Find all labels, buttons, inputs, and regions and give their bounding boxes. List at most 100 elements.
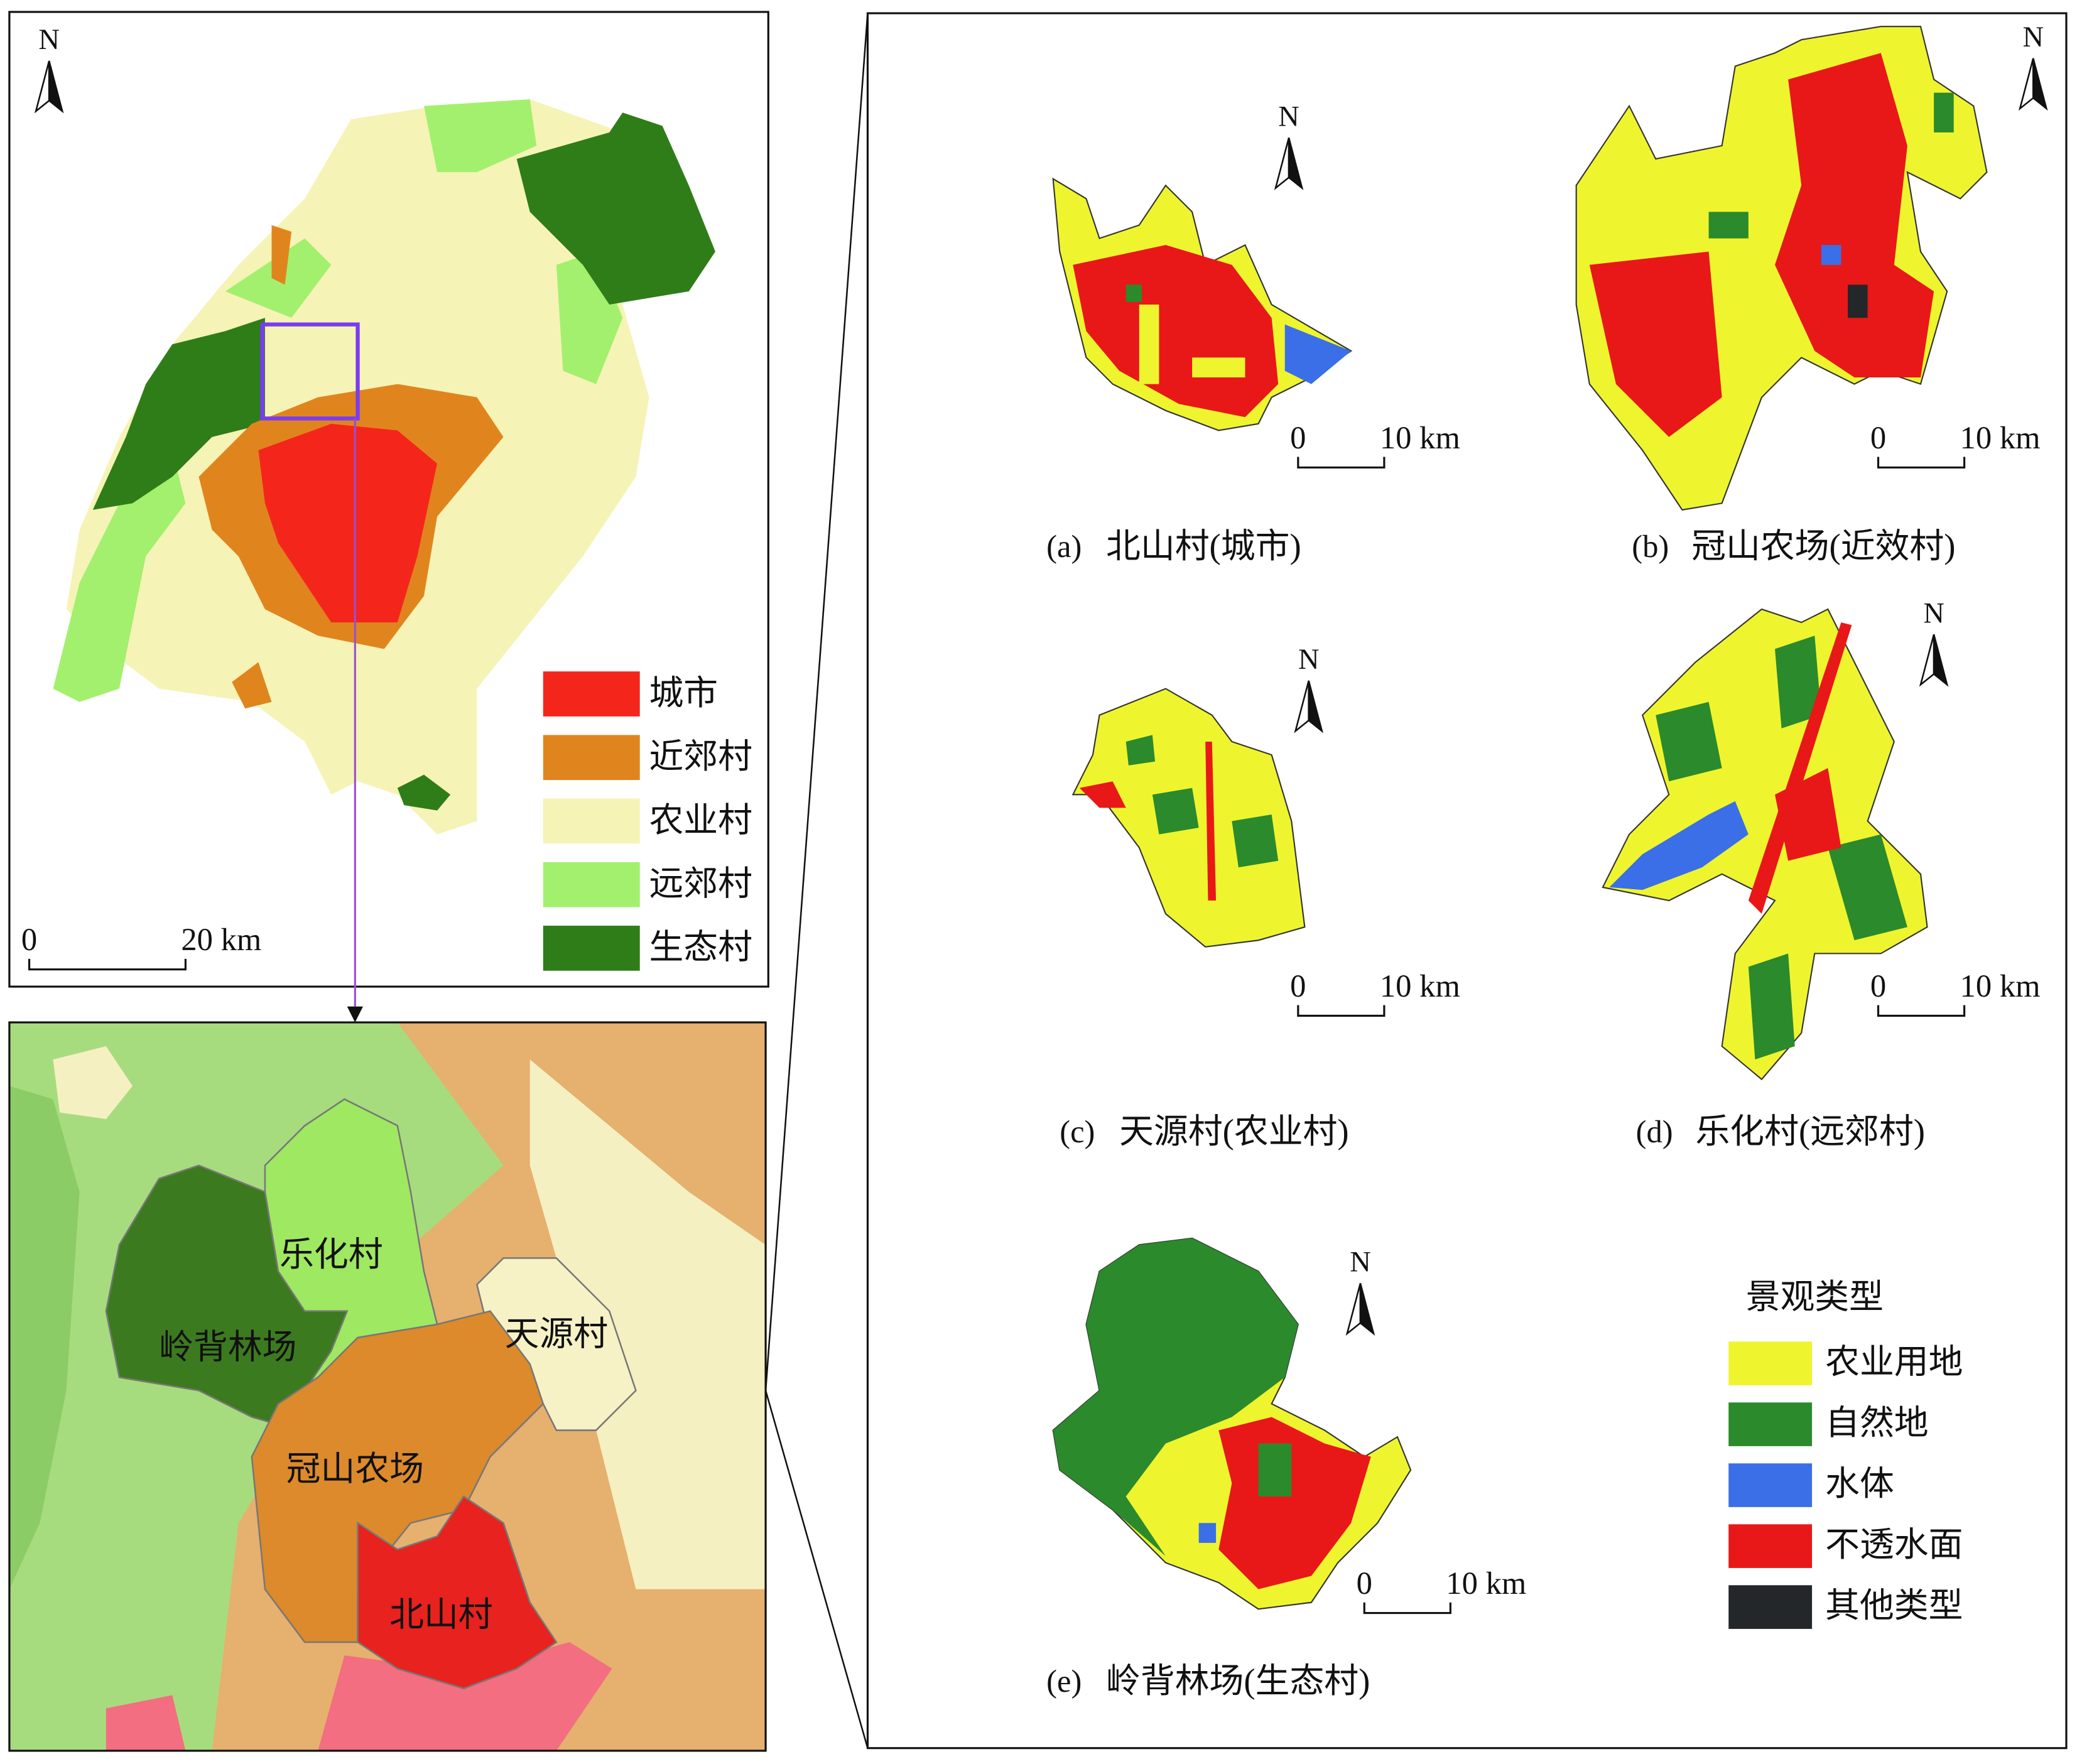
north-arrow [48, 60, 64, 114]
village-label: 岭背林场 [159, 1328, 296, 1366]
region [423, 99, 537, 173]
legend-swatch [543, 671, 640, 717]
legend-swatch [1728, 1402, 1813, 1446]
scale-bar [1877, 457, 1966, 469]
land-patch [1284, 324, 1352, 384]
north-label: N [38, 24, 60, 56]
legend-swatch [1728, 1341, 1813, 1385]
scale-bar [1363, 1602, 1451, 1615]
village [357, 1495, 558, 1690]
region [271, 225, 292, 285]
scale-label: 0 [1870, 968, 1886, 1004]
legend-label: 自然地 [1825, 1404, 1929, 1442]
inset-map [8, 13, 869, 1752]
connector [764, 13, 869, 1391]
land-patch [1152, 787, 1199, 835]
legend-label: 农业村 [649, 801, 752, 839]
land-patch [1258, 1443, 1292, 1497]
legend-title: 景观类型 [1746, 1277, 1884, 1316]
scale-label: 10 km [1446, 1566, 1526, 1601]
scale-label: 10 km [1380, 420, 1460, 455]
land-patch [1775, 768, 1841, 861]
village-label: 乐化村 [279, 1235, 382, 1274]
land-patch [1053, 1238, 1298, 1556]
legend-label: 远郊村 [649, 865, 752, 903]
scale-label: 0 [21, 922, 37, 957]
legend-label: 农业用地 [1825, 1343, 1963, 1381]
legend-swatch [1728, 1463, 1813, 1507]
north-label: N [1278, 100, 1299, 133]
legend-swatch [1728, 1585, 1813, 1629]
land-patch [1748, 622, 1852, 914]
region [106, 1695, 186, 1751]
legend-label: 近郊村 [649, 737, 752, 776]
land-patch [1198, 1523, 1217, 1543]
land-patch [1125, 284, 1142, 302]
scale-label: 0 [1290, 968, 1306, 1004]
panel-tag: (d) [1636, 1114, 1673, 1149]
region [529, 1059, 766, 1589]
scale-bar [1297, 457, 1386, 469]
land-patch [1828, 834, 1907, 941]
north-arrow [1308, 680, 1323, 733]
legend-swatch [543, 798, 640, 844]
land-patch [1656, 701, 1722, 782]
land-patch [1775, 53, 1934, 378]
connector [764, 1390, 869, 1749]
region [516, 112, 715, 305]
land-patch [1848, 284, 1868, 318]
north-label: N [1350, 1247, 1371, 1279]
village-label: 冠山农场 [286, 1450, 424, 1488]
panel-caption: 北山村(城市) [1106, 527, 1301, 565]
region [318, 1642, 612, 1751]
scale-label: 20 km [181, 922, 261, 957]
panel-tag: (e) [1046, 1664, 1082, 1699]
region [53, 450, 186, 702]
north-arrow [1288, 137, 1304, 190]
panel-caption: 岭背林场(生态村) [1106, 1662, 1370, 1700]
panel-tag: (a) [1046, 529, 1082, 564]
scale-bar [1877, 1005, 1966, 1017]
legend-label: 生态村 [649, 928, 752, 966]
scale-bar [1297, 1005, 1386, 1017]
legend-swatch [1728, 1524, 1813, 1568]
region [9, 1086, 80, 1589]
panel-caption: 乐化村(远郊村) [1695, 1112, 1925, 1150]
region [397, 774, 451, 811]
region [53, 1046, 133, 1119]
land-patch [1609, 801, 1749, 890]
land-patch [1748, 953, 1795, 1060]
scale-label: 0 [1357, 1566, 1372, 1601]
focus-box [260, 322, 360, 421]
land-patch [1125, 735, 1156, 766]
panel-frame [866, 12, 2068, 1750]
land-patch [1192, 357, 1245, 378]
land-patch [1218, 1417, 1371, 1589]
legend-swatch [543, 926, 640, 971]
legend-label: 城市 [649, 674, 718, 712]
land-patch [1139, 305, 1159, 384]
land-patch [1205, 741, 1217, 901]
north-label: N [2023, 21, 2044, 53]
north-arrow [1933, 634, 1949, 687]
village-label: 北山村 [389, 1596, 493, 1634]
north-arrow [1359, 1283, 1375, 1336]
scale-bar [28, 958, 187, 971]
north-arrow [2032, 58, 2048, 111]
legend-label: 其他类型 [1825, 1586, 1963, 1625]
scale-label: 10 km [1380, 968, 1460, 1004]
scale-label: 0 [1290, 420, 1306, 455]
land-patch [1934, 92, 1954, 133]
panel-tag: (c) [1060, 1114, 1095, 1149]
region [92, 318, 265, 510]
north-label: N [1923, 597, 1944, 629]
land-patch [1589, 251, 1722, 437]
panel-caption: 冠山农场(近效村) [1691, 527, 1955, 565]
region [258, 423, 438, 623]
land-patch [1708, 212, 1749, 239]
legend-label: 水体 [1825, 1464, 1894, 1503]
region [232, 662, 272, 709]
village-label: 天源村 [505, 1315, 609, 1353]
scale-label: 10 km [1960, 968, 2041, 1004]
